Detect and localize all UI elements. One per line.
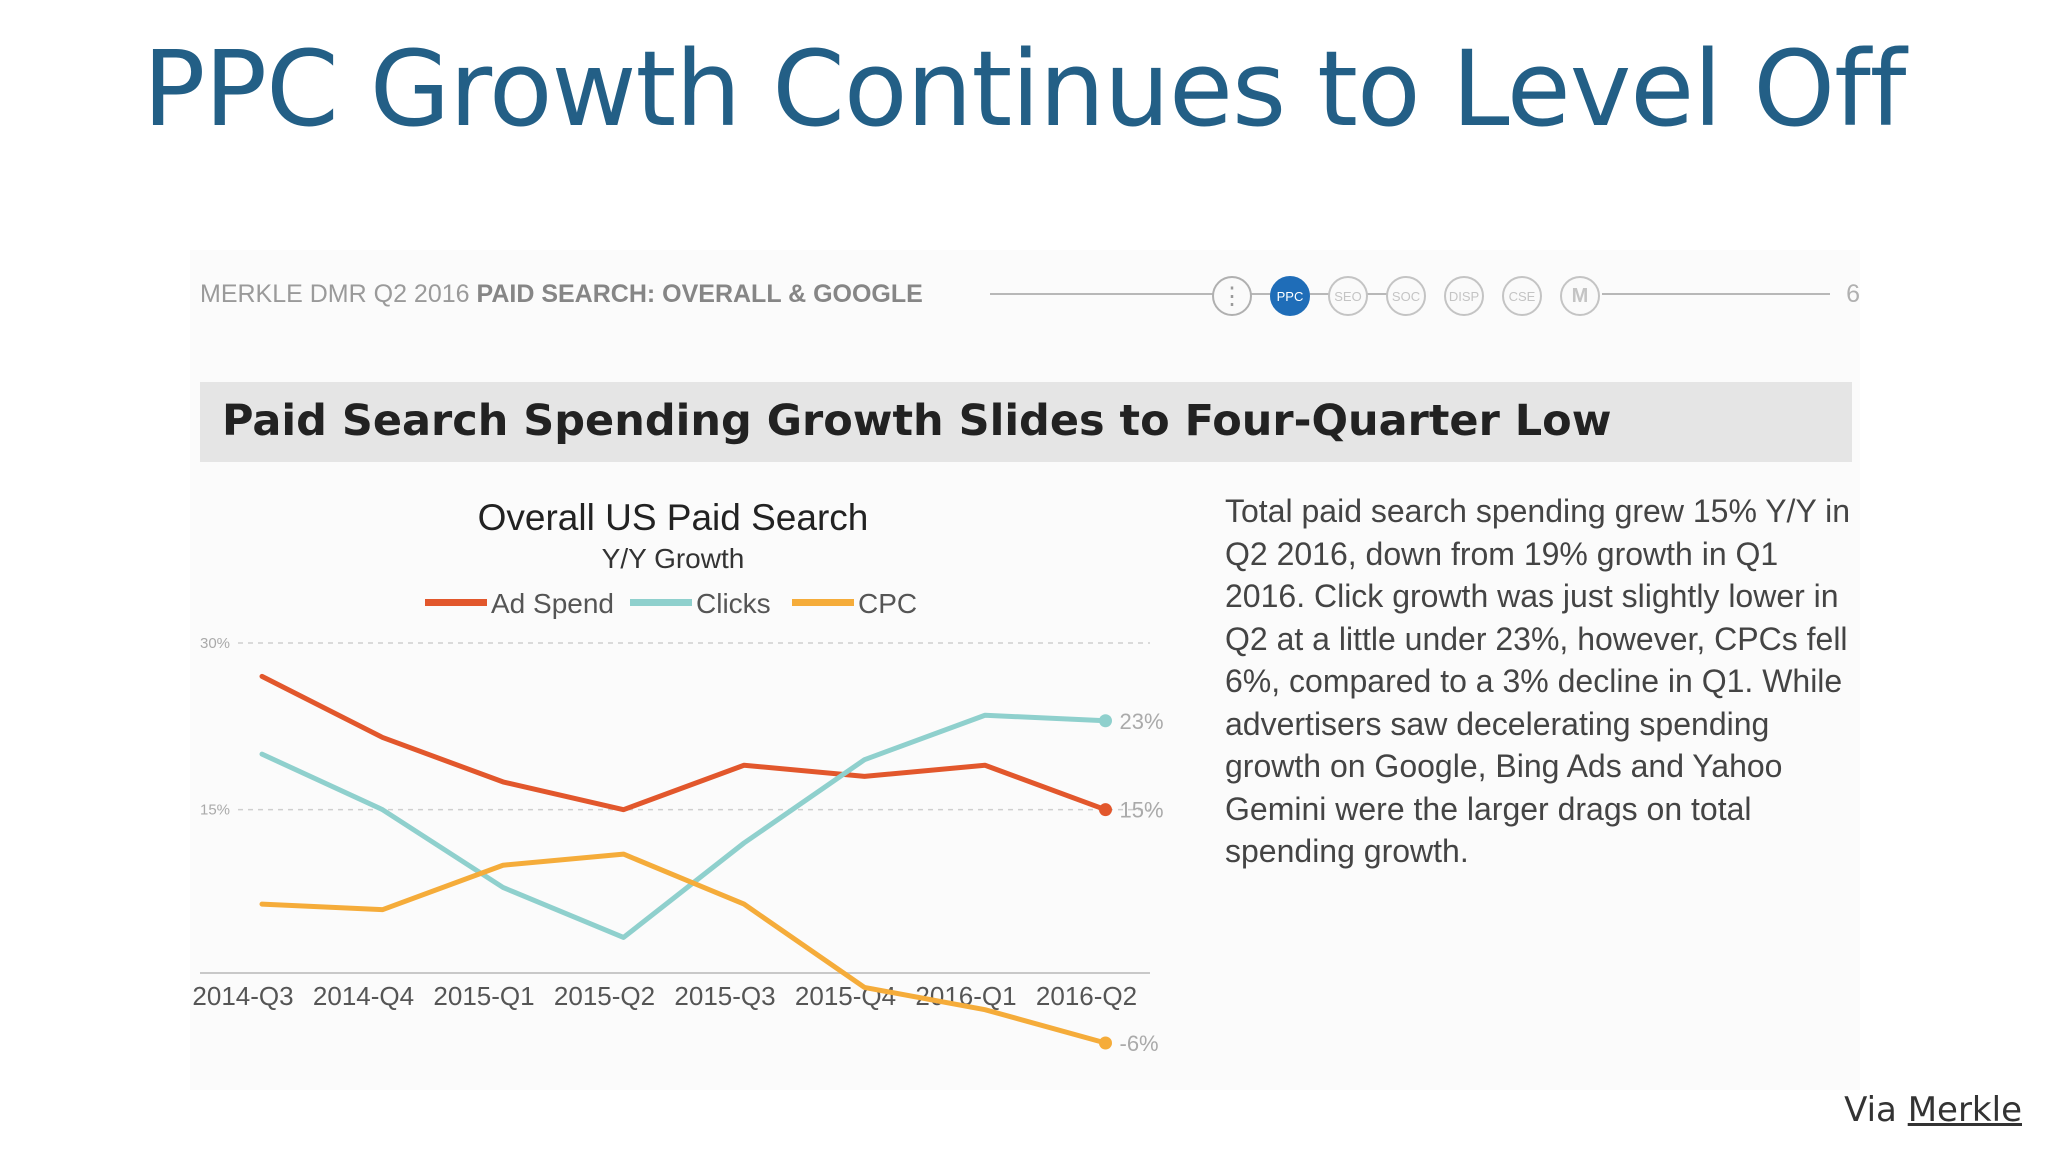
series-line-0 xyxy=(259,673,1108,813)
line-chart: Overall US Paid Search Y/Y Growth Ad Spend… xyxy=(192,497,1164,1056)
source-credit: Via Merkle xyxy=(1844,1090,2022,1130)
merkle-link[interactable]: Merkle xyxy=(1907,1090,2022,1130)
nav-item-merkle-label: M xyxy=(1571,284,1589,307)
legend-label-0: Ad Spend xyxy=(491,588,614,619)
x-tick-label-7: 2016-Q2 xyxy=(1036,981,1137,1011)
legend-label-1: Clicks xyxy=(696,588,771,619)
y-tick-label-1: 15% xyxy=(200,802,230,819)
header-source-name: MERKLE DMR Q2 2016 xyxy=(200,280,470,308)
x-tick-label-3: 2015-Q2 xyxy=(554,981,655,1011)
series-end-label-1: 23% xyxy=(1120,709,1164,734)
series-end-point-1 xyxy=(1099,714,1112,728)
chart-title: Overall US Paid Search xyxy=(478,497,869,538)
report-header: MERKLE DMR Q2 2016 PAID SEARCH: OVERALL … xyxy=(200,276,1860,316)
legend-swatch-1 xyxy=(630,599,692,606)
nav-item-ppc[interactable]: PPC xyxy=(1270,276,1310,316)
x-tick-label-2: 2015-Q1 xyxy=(433,981,534,1011)
header-divider-left xyxy=(990,293,1408,295)
header-divider-right xyxy=(1602,293,1830,295)
nav-item-disp[interactable]: DISP xyxy=(1444,276,1484,316)
section-banner: Paid Search Spending Growth Slides to Fo… xyxy=(200,382,1852,462)
legend-swatch-2 xyxy=(792,599,854,606)
nav-item-seo-label: SEO xyxy=(1334,288,1362,304)
nav-item-disp-label: DISP xyxy=(1448,288,1480,304)
summary-text: Total paid search spending grew 15% Y/Y … xyxy=(1225,493,1850,869)
nav-item-seo[interactable]: SEO xyxy=(1328,276,1368,316)
x-tick-label-0: 2014-Q3 xyxy=(192,981,293,1011)
slide-title: PPC Growth Continues to Level Off xyxy=(142,28,1907,150)
series-end-point-2 xyxy=(1099,1036,1112,1050)
header-source: MERKLE DMR Q2 2016 PAID SEARCH: OVERALL … xyxy=(200,280,923,309)
nav-item-merkle[interactable]: M xyxy=(1560,276,1600,316)
header-section-name: PAID SEARCH: OVERALL & GOOGLE xyxy=(476,280,923,308)
source-credit-prefix: Via xyxy=(1844,1090,1908,1130)
nav-more-icon[interactable]: ⋮ xyxy=(1212,276,1252,316)
report-panel: MERKLE DMR Q2 2016 PAID SEARCH: OVERALL … xyxy=(190,250,1860,1090)
section-banner-title: Paid Search Spending Growth Slides to Fo… xyxy=(222,396,1612,446)
series-line-2 xyxy=(259,851,1108,1046)
y-tick-label-0: 30% xyxy=(200,635,230,652)
series-end-label-2: -6% xyxy=(1120,1031,1159,1056)
series-end-label-0: 15% xyxy=(1120,798,1164,823)
legend-swatch-0 xyxy=(425,599,487,606)
nav-item-ppc-label: PPC xyxy=(1276,288,1304,304)
chart-subtitle: Y/Y Growth xyxy=(602,543,745,574)
nav-item-soc[interactable]: SOC xyxy=(1386,276,1426,316)
x-tick-label-1: 2014-Q4 xyxy=(313,981,414,1011)
nav-item-soc-label: SOC xyxy=(1391,288,1421,304)
nav-item-cse[interactable]: CSE xyxy=(1502,276,1542,316)
legend-label-2: CPC xyxy=(858,588,917,619)
nav-item-cse-label: CSE xyxy=(1508,288,1536,304)
series-line-1 xyxy=(259,712,1108,940)
series-end-point-0 xyxy=(1099,803,1112,817)
page-number: 6 xyxy=(1846,280,1860,308)
x-tick-label-5: 2015-Q4 xyxy=(795,981,896,1011)
x-tick-label-4: 2015-Q3 xyxy=(674,981,775,1011)
